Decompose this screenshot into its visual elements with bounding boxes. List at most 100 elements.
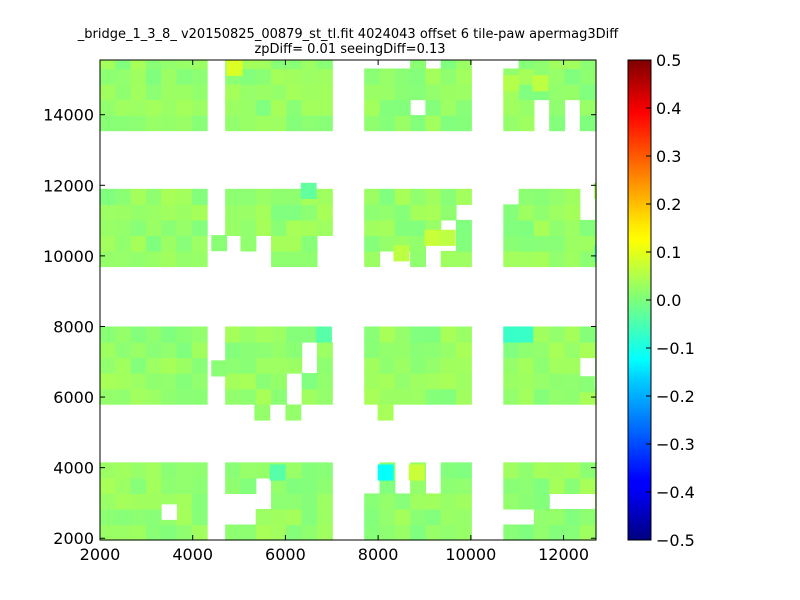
heatmap-cell (286, 219, 303, 237)
heatmap-cell (286, 235, 303, 252)
heatmap-cell (301, 204, 318, 221)
axis-tick-labels: 2000 4000 6000 8000 10000 12000 2000 4000 6000 80… (43, 106, 589, 564)
heatmap-cell (456, 60, 472, 70)
heatmap-cell (191, 115, 208, 132)
heatmap-cell (533, 326, 550, 343)
heatmap-cell (100, 477, 116, 495)
heatmap-cell (130, 219, 147, 237)
heatmap-cell (425, 373, 442, 390)
x-tick-label: 6000 (265, 545, 306, 564)
heatmap-cell (579, 508, 596, 526)
heatmap-cell (176, 508, 193, 526)
plot-frame (99, 59, 597, 541)
heatmap-cell (518, 462, 535, 479)
heatmap-cell (100, 68, 116, 85)
y-tick-label: 4000 (53, 459, 94, 478)
heatmap-cell (240, 326, 257, 343)
heatmap-cell (579, 99, 596, 116)
heatmap-cell (286, 250, 303, 268)
heatmap-cell (271, 477, 287, 495)
heatmap-cell (440, 388, 457, 405)
heatmap-cell (301, 477, 318, 495)
heatmap-cell (533, 493, 550, 510)
heatmap-cell (394, 204, 411, 221)
heatmap-cell (316, 188, 333, 205)
colorbar-tick-label: 0.0 (656, 291, 681, 310)
heatmap-cell (533, 462, 550, 479)
y-tick-label: 8000 (53, 317, 94, 336)
heatmap-cell (503, 493, 520, 510)
heatmap-cell (503, 462, 520, 479)
heatmap-cell (440, 508, 457, 526)
heatmap-cell (255, 99, 272, 116)
heatmap-cell (410, 188, 427, 205)
heatmap-cell (240, 357, 257, 374)
heatmap-cell (456, 188, 472, 205)
heatmap-cell (145, 357, 162, 374)
heatmap-cell (176, 326, 193, 343)
heatmap-cell (410, 60, 427, 70)
heatmap-cell (271, 326, 287, 343)
heatmap-cell (364, 188, 381, 205)
heatmap-cell (191, 326, 208, 343)
heatmap-cell (161, 357, 178, 374)
heatmap-cell (225, 219, 242, 237)
heatmap-cell (145, 373, 162, 390)
heatmap-cell (240, 188, 257, 205)
heatmap-cell (240, 524, 257, 541)
heatmap-cell (579, 326, 596, 343)
heatmap-cell (255, 508, 272, 526)
heatmap-cell (394, 388, 411, 405)
heatmap-cell (115, 326, 132, 343)
heatmap-cell (440, 462, 457, 479)
heatmap-cell (225, 342, 242, 359)
heatmap-cell (176, 204, 193, 221)
heatmap-cell (286, 204, 303, 221)
heatmap-cell (424, 229, 441, 246)
heatmap-cell (364, 373, 381, 390)
colorbar-tick-label: −0.1 (656, 339, 695, 358)
heatmap-cell (240, 373, 257, 390)
heatmap-cell (115, 60, 132, 70)
heatmap-cell (456, 68, 472, 85)
colorbar-tick-label: −0.4 (656, 483, 695, 502)
heatmap-cell (100, 250, 116, 268)
heatmap-cell (518, 357, 535, 374)
heatmap-cell (456, 524, 472, 541)
heatmap-cell (191, 99, 208, 116)
heatmap-cell (440, 68, 457, 85)
heatmap-cell (549, 84, 566, 101)
heatmap-cell (425, 204, 442, 221)
heatmap-cell (271, 188, 287, 205)
heatmap-cell (271, 60, 287, 70)
colorbar-tick-label: −0.2 (656, 387, 695, 406)
heatmap-cell (301, 250, 318, 268)
heatmap-cell (271, 68, 287, 85)
heatmap-cell (301, 68, 318, 85)
heatmap-cell (564, 204, 581, 221)
heatmap-cell (533, 477, 550, 495)
heatmap-cell (115, 373, 132, 390)
heatmap-cell (518, 235, 535, 252)
heatmap-cell (191, 524, 208, 541)
heatmap-cell (503, 357, 520, 374)
x-tick-label: 4000 (172, 545, 213, 564)
heatmap-cell (503, 99, 520, 116)
heatmap-cell (410, 342, 427, 359)
heatmap-cell (301, 508, 318, 526)
heatmap-cell (316, 60, 333, 70)
heatmap-cell (456, 115, 472, 132)
heatmap-cell (145, 84, 162, 101)
heatmap-cell (271, 204, 287, 221)
heatmap-cell (549, 60, 566, 70)
heatmap-cell (364, 219, 381, 237)
heatmap-cell (130, 477, 147, 495)
heatmap-cell (286, 60, 303, 70)
heatmap-cell (364, 508, 381, 526)
heatmap-cell (286, 462, 303, 479)
heatmap-cell (240, 99, 257, 116)
heatmap-cell (145, 235, 162, 252)
heatmap-cell (425, 188, 442, 205)
heatmap-cell (161, 99, 178, 116)
heatmap-cell (440, 493, 457, 510)
